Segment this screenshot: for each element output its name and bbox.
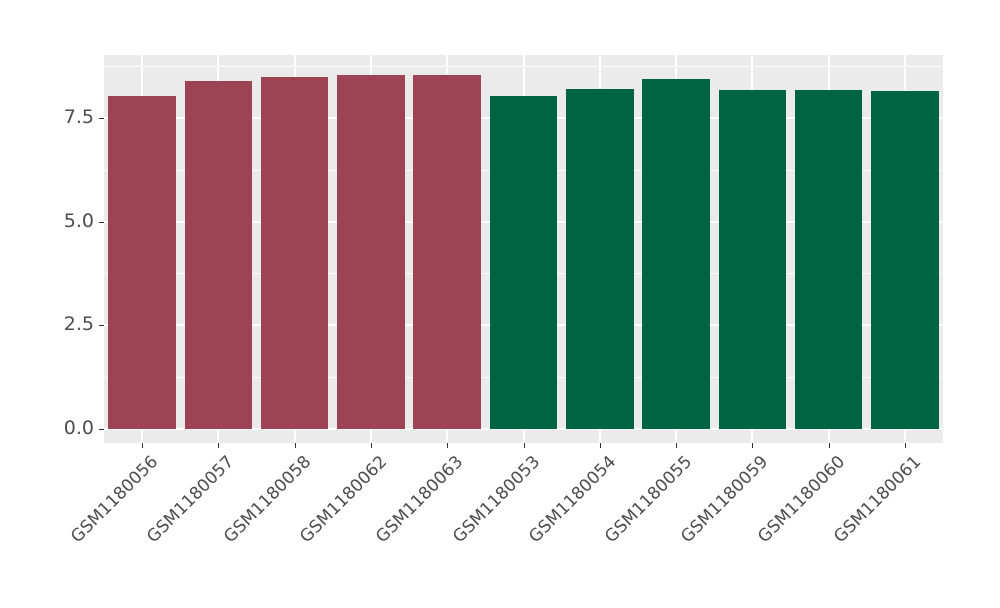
x-tick-label: GSM1180062	[296, 452, 392, 547]
x-tick-label: GSM1180061	[830, 452, 926, 547]
y-tick-label: 0.0	[63, 417, 94, 439]
bar	[413, 74, 481, 429]
x-tick-label: GSM1180059	[677, 452, 773, 547]
x-tick-label: GSM1180054	[524, 452, 620, 547]
bar	[337, 74, 405, 429]
x-tick-label: GSM1180055	[601, 452, 697, 547]
bar	[794, 89, 863, 429]
x-tick-mark	[752, 443, 754, 448]
x-tick-label: GSM1180060	[753, 452, 849, 547]
y-tick-label: 7.5	[63, 105, 94, 128]
x-tick-label: GSM1180056	[67, 452, 163, 547]
bar	[871, 91, 939, 429]
x-tick-mark	[370, 443, 372, 448]
bar	[718, 89, 787, 429]
x-tick-mark	[218, 443, 220, 448]
y-tick-label: 2.5	[63, 313, 94, 336]
x-tick-mark	[599, 443, 601, 448]
plot-panel	[104, 55, 943, 443]
x-tick-mark	[904, 443, 906, 448]
x-tick-mark	[142, 443, 144, 448]
x-tick-mark	[828, 443, 830, 448]
x-tick-mark	[676, 443, 678, 448]
y-tick-mark	[99, 325, 104, 327]
x-tick-label: GSM1180053	[448, 452, 544, 547]
bar	[108, 96, 176, 429]
y-tick-label: 5.0	[63, 209, 94, 232]
x-tick-mark	[447, 443, 449, 448]
bar-chart: Expression Level 0.0 2.5 5.0 7.5 GSM1180056…	[44, 0, 943, 580]
x-tick-mark	[523, 443, 525, 448]
bar	[489, 95, 558, 429]
x-tick-label: GSM1180057	[143, 452, 239, 547]
y-axis-title: Expression Level	[44, 0, 88, 580]
bar	[184, 81, 253, 429]
bar	[566, 89, 634, 429]
bar	[642, 79, 710, 429]
x-tick-label: GSM1180058	[219, 452, 315, 547]
x-tick-mark	[294, 443, 296, 448]
y-tick-mark	[99, 429, 104, 430]
x-tick-label: GSM1180063	[372, 452, 468, 547]
y-tick-mark	[99, 117, 104, 119]
y-tick-mark	[99, 221, 104, 223]
bar	[260, 77, 329, 429]
